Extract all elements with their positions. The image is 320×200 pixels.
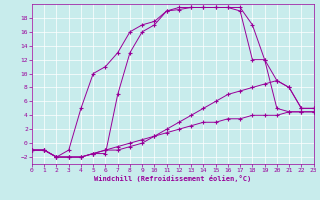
X-axis label: Windchill (Refroidissement éolien,°C): Windchill (Refroidissement éolien,°C) <box>94 175 252 182</box>
